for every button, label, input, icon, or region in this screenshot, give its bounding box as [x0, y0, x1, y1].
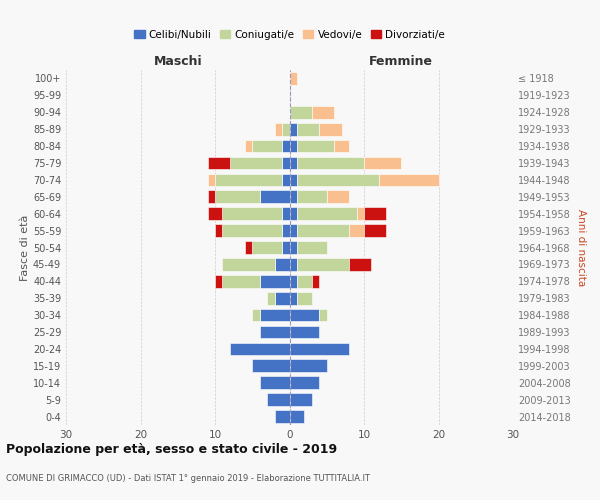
- Bar: [223, 208, 282, 220]
- Bar: [282, 156, 290, 170]
- Bar: [290, 309, 319, 322]
- Bar: [282, 174, 290, 186]
- Bar: [379, 174, 439, 186]
- Bar: [275, 410, 290, 423]
- Bar: [252, 140, 282, 152]
- Bar: [267, 292, 275, 304]
- Bar: [297, 156, 364, 170]
- Bar: [364, 208, 386, 220]
- Bar: [260, 326, 290, 338]
- Bar: [297, 123, 319, 136]
- Bar: [282, 123, 290, 136]
- Bar: [349, 224, 364, 237]
- Bar: [290, 156, 297, 170]
- Bar: [245, 140, 252, 152]
- Bar: [208, 156, 230, 170]
- Bar: [245, 241, 252, 254]
- Bar: [297, 174, 379, 186]
- Bar: [290, 326, 319, 338]
- Bar: [223, 258, 275, 270]
- Text: Popolazione per età, sesso e stato civile - 2019: Popolazione per età, sesso e stato civil…: [6, 442, 337, 456]
- Bar: [297, 241, 327, 254]
- Bar: [215, 275, 223, 287]
- Bar: [297, 208, 356, 220]
- Bar: [275, 123, 282, 136]
- Bar: [290, 208, 297, 220]
- Bar: [215, 190, 260, 203]
- Text: Maschi: Maschi: [154, 56, 202, 68]
- Bar: [356, 208, 364, 220]
- Bar: [230, 156, 282, 170]
- Bar: [297, 275, 312, 287]
- Bar: [290, 292, 297, 304]
- Bar: [267, 394, 290, 406]
- Bar: [297, 224, 349, 237]
- Bar: [297, 190, 327, 203]
- Bar: [297, 292, 312, 304]
- Bar: [230, 342, 290, 355]
- Bar: [282, 140, 290, 152]
- Bar: [290, 360, 327, 372]
- Bar: [260, 309, 290, 322]
- Y-axis label: Fasce di età: Fasce di età: [20, 214, 30, 280]
- Bar: [290, 190, 297, 203]
- Bar: [252, 241, 282, 254]
- Legend: Celibi/Nubili, Coniugati/e, Vedovi/e, Divorziati/e: Celibi/Nubili, Coniugati/e, Vedovi/e, Di…: [130, 26, 449, 44]
- Bar: [290, 342, 349, 355]
- Bar: [215, 224, 223, 237]
- Bar: [319, 309, 327, 322]
- Bar: [252, 309, 260, 322]
- Bar: [327, 190, 349, 203]
- Bar: [275, 258, 290, 270]
- Y-axis label: Anni di nascita: Anni di nascita: [576, 209, 586, 286]
- Bar: [260, 190, 290, 203]
- Bar: [364, 156, 401, 170]
- Bar: [297, 258, 349, 270]
- Bar: [282, 224, 290, 237]
- Bar: [290, 410, 304, 423]
- Bar: [297, 140, 334, 152]
- Text: Femmine: Femmine: [369, 56, 433, 68]
- Bar: [290, 258, 297, 270]
- Bar: [349, 258, 371, 270]
- Bar: [282, 208, 290, 220]
- Bar: [312, 106, 334, 118]
- Bar: [290, 241, 297, 254]
- Text: COMUNE DI GRIMACCO (UD) - Dati ISTAT 1° gennaio 2019 - Elaborazione TUTTITALIA.I: COMUNE DI GRIMACCO (UD) - Dati ISTAT 1° …: [6, 474, 370, 483]
- Bar: [364, 224, 386, 237]
- Bar: [223, 224, 282, 237]
- Bar: [290, 140, 297, 152]
- Bar: [290, 123, 297, 136]
- Bar: [208, 174, 215, 186]
- Bar: [260, 275, 290, 287]
- Bar: [290, 376, 319, 389]
- Bar: [290, 106, 312, 118]
- Bar: [290, 394, 312, 406]
- Bar: [319, 123, 341, 136]
- Bar: [334, 140, 349, 152]
- Bar: [208, 190, 215, 203]
- Bar: [223, 275, 260, 287]
- Bar: [208, 208, 223, 220]
- Bar: [260, 376, 290, 389]
- Bar: [290, 275, 297, 287]
- Bar: [275, 292, 290, 304]
- Bar: [290, 72, 297, 85]
- Bar: [290, 224, 297, 237]
- Bar: [312, 275, 319, 287]
- Bar: [252, 360, 290, 372]
- Bar: [290, 174, 297, 186]
- Bar: [215, 174, 282, 186]
- Bar: [282, 241, 290, 254]
